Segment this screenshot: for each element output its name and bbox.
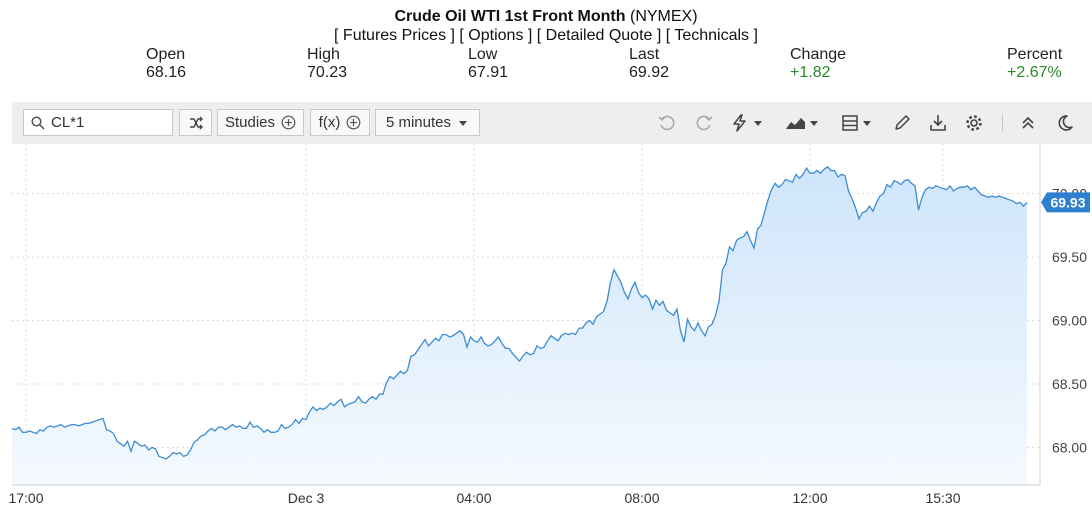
stat-open: Open 68.16 [146, 46, 186, 82]
stat-label: Percent [1007, 46, 1063, 63]
y-tick-label: 68.00 [1052, 440, 1087, 456]
stat-label: Low [468, 46, 498, 63]
search-icon [31, 116, 45, 130]
stat-label: Change [790, 46, 847, 63]
download-icon[interactable] [928, 113, 948, 133]
lightning-icon[interactable] [730, 113, 766, 133]
technicals-link[interactable]: [ Technicals ] [665, 27, 758, 44]
x-tick-label: 15:30 [925, 490, 960, 506]
redo-icon[interactable] [694, 113, 714, 133]
y-tick-label: 69.50 [1052, 249, 1087, 265]
studies-button[interactable]: Studies [217, 109, 304, 136]
x-tick-label: 04:00 [456, 490, 491, 506]
stat-label: High [307, 46, 340, 63]
compare-button[interactable] [179, 109, 212, 136]
detailed-quote-link[interactable]: [ Detailed Quote ] [536, 27, 662, 44]
x-tick-label: Dec 3 [288, 490, 325, 506]
layout-icon[interactable] [840, 113, 876, 133]
toolbar-divider [1002, 114, 1003, 132]
x-tick-label: 12:00 [792, 490, 827, 506]
stat-label: Last [629, 46, 660, 63]
chart-type-icon[interactable] [784, 113, 822, 133]
add-circle-icon [281, 115, 296, 130]
studies-label: Studies [224, 114, 276, 131]
last-price-label: 69.93 [1050, 194, 1085, 210]
y-tick-label: 69.00 [1052, 313, 1087, 329]
caret-down-icon [459, 120, 468, 126]
title-exchange: (NYMEX) [629, 8, 698, 25]
title-instrument: Crude Oil WTI 1st Front Month [394, 8, 626, 25]
x-tick-label: 08:00 [624, 490, 659, 506]
stat-value: +1.82 [790, 64, 831, 81]
stat-value: 67.91 [468, 64, 509, 81]
stat-low: Low 67.91 [468, 46, 508, 82]
function-button[interactable]: f(x) [310, 109, 370, 136]
shuffle-icon [189, 116, 203, 129]
interval-select[interactable]: 5 minutes [375, 109, 480, 136]
interval-label: 5 minutes [385, 114, 452, 131]
stat-percent: Percent +2.67% [1007, 46, 1062, 82]
quote-stats: Open 68.16 High 70.23 Low 67.91 Last 69.… [0, 46, 1092, 86]
x-tick-label: 17:00 [8, 490, 43, 506]
stat-value: 70.23 [307, 64, 348, 81]
price-line [11, 165, 1028, 460]
y-tick-label: 68.50 [1052, 376, 1087, 392]
stat-label: Open [146, 46, 186, 63]
pencil-icon[interactable] [892, 113, 912, 133]
settings-icon[interactable] [964, 113, 984, 133]
stat-value: 69.92 [629, 64, 670, 81]
function-label: f(x) [318, 114, 341, 131]
stat-value: 68.16 [146, 64, 187, 81]
options-link[interactable]: [ Options ] [459, 27, 533, 44]
add-circle-icon [346, 115, 361, 130]
undo-icon[interactable] [657, 113, 677, 133]
futures-prices-link[interactable]: [ Futures Prices ] [334, 27, 455, 44]
symbol-search [23, 109, 173, 136]
chart-toolbar: Studies f(x) 5 minutes [12, 102, 1092, 144]
last-price-badge: 69.93 [1041, 192, 1090, 213]
stat-high: High 70.23 [307, 46, 347, 82]
symbol-input[interactable] [51, 113, 166, 132]
quote-links: [ Futures Prices ] [ Options ] [ Detaile… [0, 27, 1092, 45]
price-area [12, 166, 1027, 486]
page-title: Crude Oil WTI 1st Front Month (NYMEX) [0, 8, 1092, 26]
dark-mode-icon[interactable] [1055, 113, 1075, 133]
stat-change: Change +1.82 [790, 46, 846, 82]
collapse-icon[interactable] [1018, 113, 1038, 133]
stat-value: +2.67% [1007, 64, 1062, 81]
stat-last: Last 69.92 [629, 46, 669, 82]
